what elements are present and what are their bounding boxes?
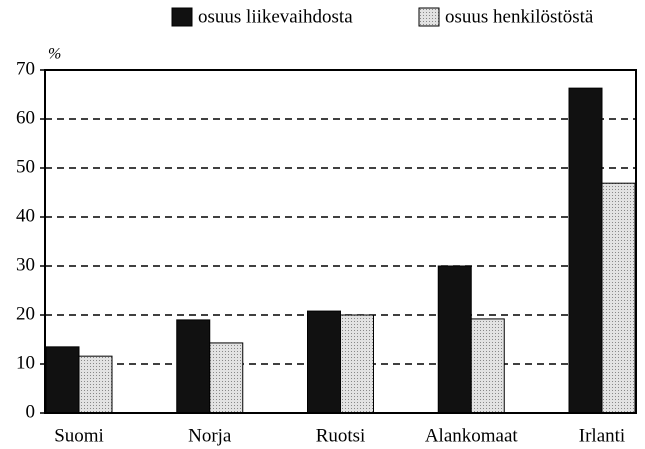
bar — [340, 314, 374, 414]
bar — [568, 87, 603, 414]
x-tick-label: Ruotsi — [316, 425, 366, 446]
bar — [78, 355, 113, 414]
y-tick-label: 60 — [16, 107, 35, 128]
legend-swatch — [418, 7, 440, 27]
x-tick-label: Alankomaat — [425, 425, 519, 446]
y-tick-label: 20 — [16, 303, 35, 324]
plot-frame — [44, 69, 637, 414]
x-tick-label: Irlanti — [579, 425, 625, 446]
bar — [209, 342, 244, 414]
legend-label: osuus liikevaihdosta — [198, 6, 353, 27]
y-tick-label: 70 — [16, 58, 35, 79]
y-tick-label: 50 — [16, 156, 35, 177]
x-tick-label: Suomi — [54, 425, 104, 446]
bar — [470, 318, 505, 414]
y-tick-label: 0 — [26, 401, 36, 422]
legend-label: osuus henkilöstöstä — [445, 6, 594, 27]
bar — [307, 310, 341, 414]
x-tick-label: Norja — [188, 425, 232, 446]
y-axis-label: % — [48, 46, 61, 63]
bar — [176, 319, 211, 414]
bar — [437, 265, 472, 414]
y-tick-label: 30 — [16, 254, 35, 275]
bar — [601, 182, 636, 414]
legend-swatch — [171, 7, 193, 27]
y-tick-label: 40 — [16, 205, 35, 226]
bar — [45, 346, 80, 414]
y-tick-label: 10 — [16, 352, 35, 373]
